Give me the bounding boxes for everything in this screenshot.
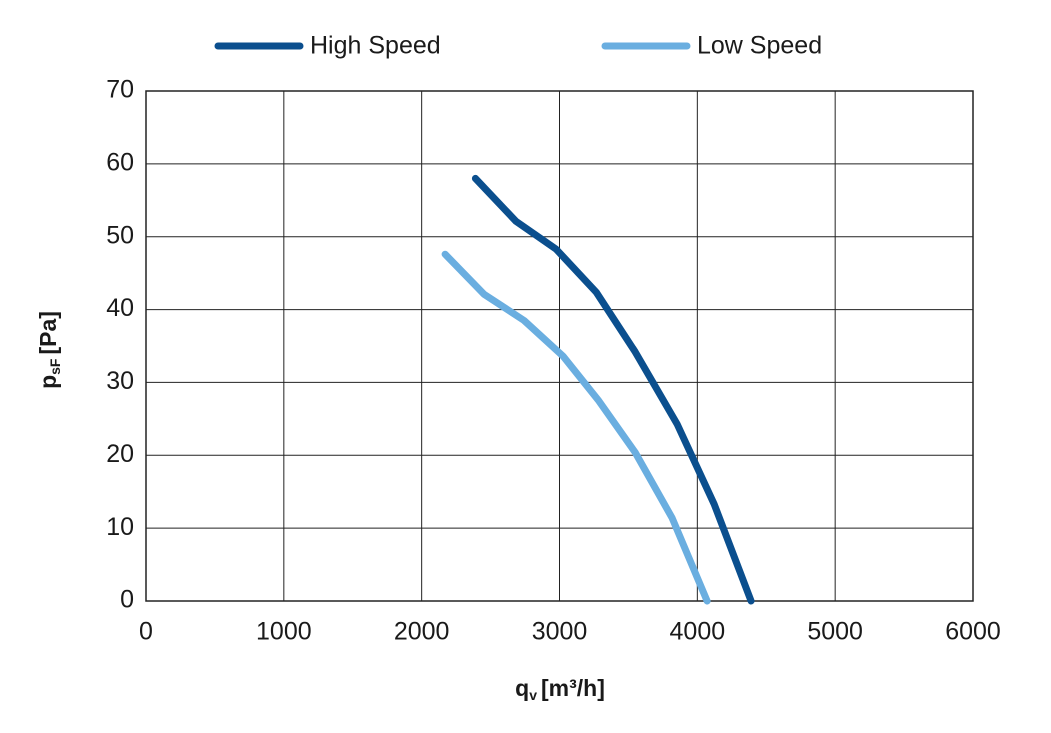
legend-label: Low Speed [697, 32, 822, 60]
x-label-unit: [m³/h] [541, 675, 605, 701]
y-tick-label: 20 [106, 440, 134, 468]
legend-label: High Speed [310, 32, 441, 60]
x-tick-label: 3000 [532, 618, 588, 646]
plot-frame [145, 90, 974, 602]
series-line [441, 250, 711, 605]
series-line [471, 174, 755, 605]
y-label-sub: sF [47, 358, 63, 375]
x-label-main: q [515, 675, 529, 701]
x-tick-label: 6000 [945, 618, 1001, 646]
y-axis-label: psF [Pa] [35, 311, 63, 389]
x-tick-label: 1000 [256, 618, 312, 646]
x-axis-label: qv [m³/h] [515, 675, 605, 703]
x-tick-label: 4000 [670, 618, 726, 646]
y-tick-label: 10 [106, 513, 134, 541]
y-label-main: p [35, 375, 61, 389]
y-tick-label: 70 [106, 76, 134, 104]
y-tick-label: 0 [120, 586, 134, 614]
y-label-unit: [Pa] [35, 311, 61, 354]
x-tick-label: 5000 [807, 618, 863, 646]
y-tick-label: 50 [106, 221, 134, 249]
x-tick-label: 0 [139, 618, 153, 646]
y-tick-label: 40 [106, 294, 134, 322]
y-tick-label: 60 [106, 148, 134, 176]
y-tick-label: 30 [106, 367, 134, 395]
x-label-sub: v [529, 687, 537, 703]
x-tick-label: 2000 [394, 618, 450, 646]
